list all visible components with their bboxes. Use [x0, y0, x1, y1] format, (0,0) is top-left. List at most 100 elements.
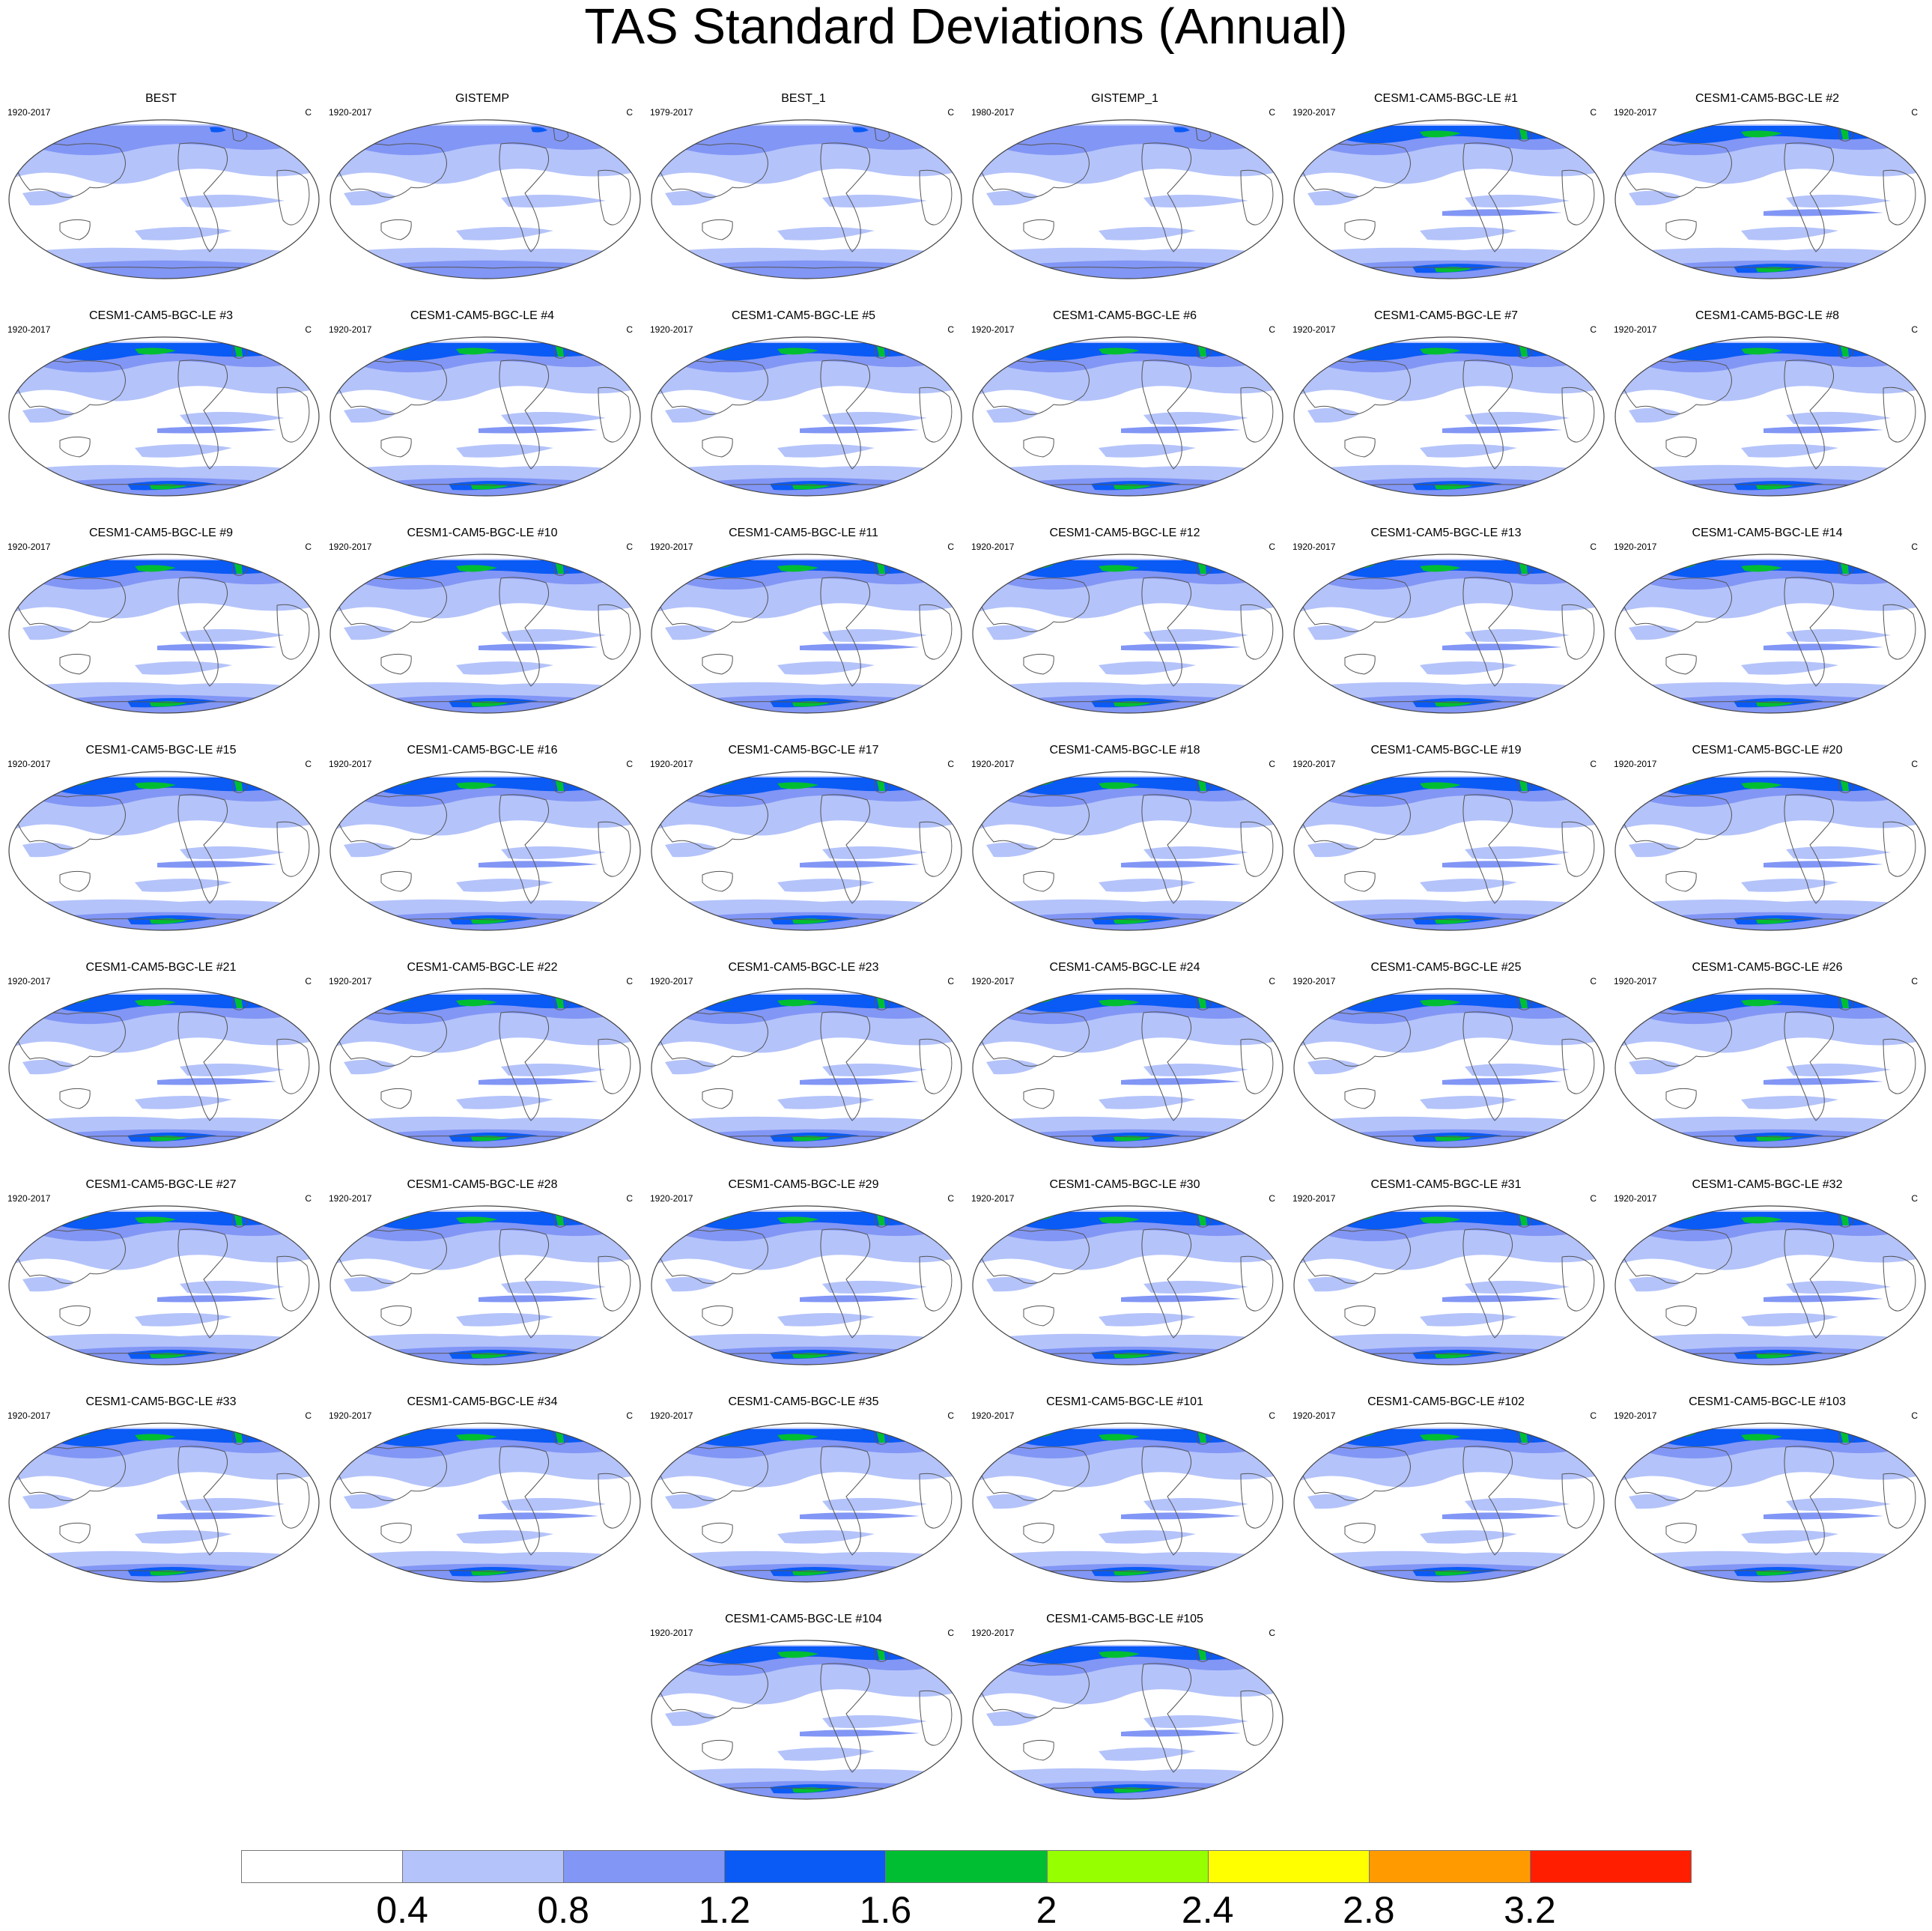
world-map	[1614, 119, 1926, 279]
panel-units: C	[1269, 1628, 1275, 1638]
panel-units: C	[626, 542, 633, 552]
panel-units: C	[947, 976, 954, 986]
world-map	[972, 1640, 1284, 1800]
map-outline	[651, 119, 962, 279]
variability-shading	[1615, 1423, 1925, 1582]
map-panel: CESM1-CAM5-BGC-LE #27 1920-2017 C	[0, 1177, 322, 1391]
map-panel: CESM1-CAM5-BGC-LE #6 1920-2017 C	[964, 309, 1286, 522]
map-outline	[1293, 336, 1605, 497]
panel-title: CESM1-CAM5-BGC-LE #30	[1049, 1178, 1200, 1191]
world-map	[972, 1422, 1284, 1583]
map-outline	[651, 771, 962, 931]
panel-period: 1920-2017	[7, 324, 51, 335]
world-map	[1614, 554, 1926, 714]
map-panel: CESM1-CAM5-BGC-LE #104 1920-2017 C	[643, 1612, 965, 1825]
map-outline	[651, 336, 962, 497]
panel-period: 1920-2017	[971, 759, 1015, 769]
panel-period: 1920-2017	[650, 1410, 693, 1421]
map-outline	[651, 1640, 962, 1800]
panel-period: 1920-2017	[1614, 542, 1657, 552]
world-map	[651, 1422, 962, 1583]
world-map	[972, 119, 1284, 279]
world-map	[1293, 988, 1605, 1148]
map-outline	[329, 988, 641, 1148]
panel-units: C	[626, 324, 633, 335]
panel-title: CESM1-CAM5-BGC-LE #27	[85, 1178, 237, 1191]
map-panel: CESM1-CAM5-BGC-LE #30 1920-2017 C	[964, 1177, 1286, 1391]
world-map	[972, 771, 1284, 931]
panel-title: CESM1-CAM5-BGC-LE #101	[1046, 1395, 1203, 1408]
panel-units: C	[947, 542, 954, 552]
panel-period: 1920-2017	[7, 1193, 51, 1204]
panel-title: CESM1-CAM5-BGC-LE #14	[1692, 527, 1843, 539]
variability-shading	[1615, 1206, 1925, 1365]
world-map	[8, 771, 320, 931]
map-panel: CESM1-CAM5-BGC-LE #13 1920-2017 C	[1285, 526, 1607, 739]
panel-period: 1920-2017	[971, 1410, 1015, 1421]
variability-shading	[330, 1423, 640, 1582]
map-outline	[329, 119, 641, 279]
panel-title: CESM1-CAM5-BGC-LE #18	[1049, 744, 1200, 757]
world-map	[1614, 336, 1926, 497]
map-panel: CESM1-CAM5-BGC-LE #35 1920-2017 C	[643, 1395, 965, 1608]
map-panel: CESM1-CAM5-BGC-LE #17 1920-2017 C	[643, 743, 965, 957]
world-map	[329, 336, 641, 497]
panel-units: C	[1590, 542, 1597, 552]
map-panel: CESM1-CAM5-BGC-LE #20 1920-2017 C	[1606, 743, 1928, 957]
map-panel: CESM1-CAM5-BGC-LE #102 1920-2017 C	[1285, 1395, 1607, 1608]
panel-title: CESM1-CAM5-BGC-LE #6	[1052, 309, 1197, 322]
map-outline	[1614, 336, 1926, 497]
map-panel: CESM1-CAM5-BGC-LE #5 1920-2017 C	[643, 309, 965, 522]
map-outline	[8, 1422, 320, 1583]
panel-units: C	[1269, 1410, 1275, 1421]
panel-units: C	[1911, 759, 1918, 769]
panel-units: C	[1911, 107, 1918, 118]
panel-title: CESM1-CAM5-BGC-LE #26	[1692, 961, 1843, 974]
panel-title: CESM1-CAM5-BGC-LE #5	[731, 309, 876, 322]
panel-units: C	[626, 759, 633, 769]
colorbar-label: 2.4	[1181, 1889, 1234, 1931]
panel-title: CESM1-CAM5-BGC-LE #23	[728, 961, 879, 974]
map-outline	[972, 771, 1284, 931]
world-map	[972, 1205, 1284, 1365]
panel-title: CESM1-CAM5-BGC-LE #8	[1695, 309, 1840, 322]
world-map	[1293, 1205, 1605, 1365]
panel-units: C	[1911, 542, 1918, 552]
panel-units: C	[1269, 759, 1275, 769]
map-outline	[1293, 1205, 1605, 1365]
panel-period: 1920-2017	[971, 1628, 1015, 1638]
world-map	[1293, 554, 1605, 714]
map-panel: CESM1-CAM5-BGC-LE #24 1920-2017 C	[964, 960, 1286, 1174]
figure-title: TAS Standard Deviations (Annual)	[584, 0, 1348, 55]
world-map	[329, 554, 641, 714]
map-panel: CESM1-CAM5-BGC-LE #32 1920-2017 C	[1606, 1177, 1928, 1391]
panel-units: C	[947, 1193, 954, 1204]
panel-period: 1920-2017	[650, 976, 693, 986]
map-panel: CESM1-CAM5-BGC-LE #101 1920-2017 C	[964, 1395, 1286, 1608]
world-map	[972, 988, 1284, 1148]
map-outline	[972, 554, 1284, 714]
map-panel: GISTEMP_1 1980-2017 C	[964, 91, 1286, 305]
map-outline	[972, 119, 1284, 279]
panel-period: 1920-2017	[7, 1410, 51, 1421]
world-map	[8, 554, 320, 714]
map-outline	[972, 336, 1284, 497]
panel-title: CESM1-CAM5-BGC-LE #20	[1692, 744, 1843, 757]
variability-shading	[651, 554, 962, 713]
world-map	[1293, 336, 1605, 497]
map-panel: CESM1-CAM5-BGC-LE #26 1920-2017 C	[1606, 960, 1928, 1174]
world-map	[1293, 771, 1605, 931]
panel-units: C	[305, 107, 312, 118]
map-outline	[651, 1205, 962, 1365]
panel-title: CESM1-CAM5-BGC-LE #4	[410, 309, 555, 322]
panel-title: GISTEMP	[455, 92, 509, 105]
panel-title: CESM1-CAM5-BGC-LE #19	[1370, 744, 1522, 757]
panel-title: GISTEMP_1	[1091, 92, 1158, 105]
panel-units: C	[305, 976, 312, 986]
map-panel: CESM1-CAM5-BGC-LE #22 1920-2017 C	[321, 960, 643, 1174]
map-panel: CESM1-CAM5-BGC-LE #9 1920-2017 C	[0, 526, 322, 739]
panel-title: CESM1-CAM5-BGC-LE #1	[1373, 92, 1519, 105]
map-outline	[651, 988, 962, 1148]
panel-title: CESM1-CAM5-BGC-LE #17	[728, 744, 879, 757]
map-outline	[1293, 554, 1605, 714]
